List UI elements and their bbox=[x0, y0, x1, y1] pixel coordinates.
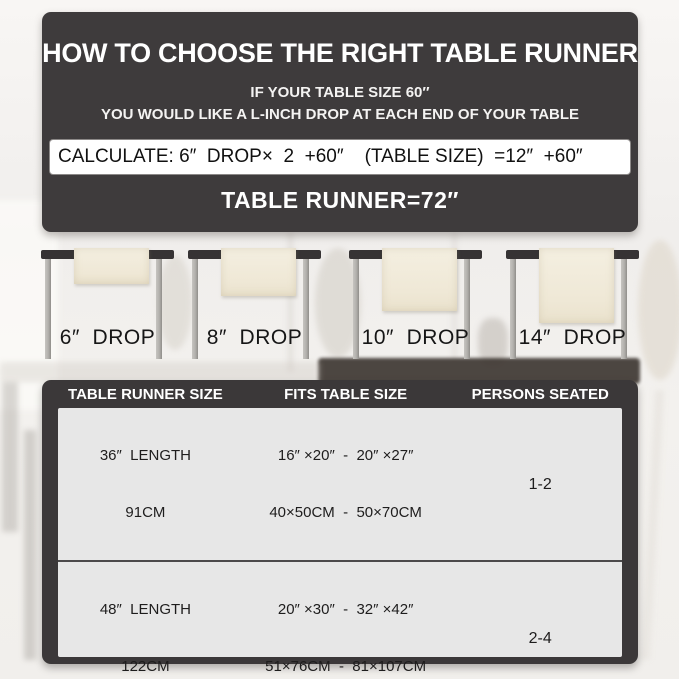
runner-length-cm: 91CM bbox=[125, 504, 166, 521]
persons-seated-cell: 2-4 bbox=[528, 629, 552, 647]
table-leg-icon bbox=[464, 259, 470, 359]
table-leg-icon bbox=[156, 259, 162, 359]
column-header-fits-table-size: FITS TABLE SIZE bbox=[284, 385, 408, 403]
table-row: 36″ LENGTH 91CM 16″ ×20″ - 20″ ×27″ 40×5… bbox=[58, 408, 622, 560]
calculation-bar: CALCULATE: 6″ DROP× 2 +60″ (TABLE SIZE) … bbox=[49, 139, 631, 175]
table-leg-icon bbox=[45, 259, 51, 359]
calculation-result: TABLE RUNNER=72″ bbox=[221, 187, 459, 213]
wood-table-edge bbox=[318, 358, 640, 384]
table-figure: 14″ DROP bbox=[506, 248, 639, 360]
table-figure: 8″ DROP bbox=[188, 248, 321, 360]
plant-silhouette bbox=[158, 255, 192, 350]
page-title: HOW TO CHOOSE THE RIGHT TABLE RUNNER bbox=[42, 38, 638, 68]
runner-length-in: 36″ LENGTH bbox=[99, 447, 191, 464]
drop-label: 8″ DROP bbox=[206, 326, 303, 349]
size-table-header: TABLE RUNNER SIZE FITS TABLE SIZE PERSON… bbox=[58, 380, 622, 408]
column-header-persons-seated: PERSONS SEATED bbox=[471, 385, 609, 403]
subtitle-line-1: IF YOUR TABLE SIZE 60″ bbox=[250, 84, 430, 101]
drop-diagram: 6″ DROP 8″ DROP 10″ DROP 14″ DROP bbox=[0, 248, 679, 360]
plant-silhouette bbox=[638, 240, 679, 380]
fits-size-cell: 20″ ×30″ - 32″ ×42″ 51×76CM - 81×107CM bbox=[233, 562, 459, 679]
fits-in: 16″ ×20″ - 20″ ×27″ bbox=[277, 447, 414, 464]
runner-drape-icon bbox=[74, 248, 149, 284]
runner-length-in: 48″ LENGTH bbox=[99, 601, 191, 618]
table-leg-icon bbox=[510, 259, 516, 359]
window-mullion bbox=[288, 232, 293, 372]
table-row: 48″ LENGTH 122CM 20″ ×30″ - 32″ ×42″ 51×… bbox=[58, 560, 622, 679]
header-card: HOW TO CHOOSE THE RIGHT TABLE RUNNER IF … bbox=[42, 12, 638, 232]
drop-label: 10″ DROP bbox=[361, 326, 470, 349]
runner-drape-icon bbox=[382, 248, 457, 311]
table-leg-icon bbox=[303, 259, 309, 359]
runner-length-cm: 122CM bbox=[121, 658, 170, 675]
wood-table-edge-faint bbox=[0, 362, 320, 382]
size-table-body: 36″ LENGTH 91CM 16″ ×20″ - 20″ ×27″ 40×5… bbox=[58, 408, 622, 675]
drop-label: 6″ DROP bbox=[59, 326, 156, 349]
drop-label: 14″ DROP bbox=[518, 326, 627, 349]
fits-cm: 40×50CM - 50×70CM bbox=[269, 504, 422, 521]
table-leg-icon bbox=[621, 259, 627, 359]
fits-cm: 51×76CM - 81×107CM bbox=[265, 658, 427, 675]
column-header-runner-size: TABLE RUNNER SIZE bbox=[68, 385, 223, 403]
table-figure: 6″ DROP bbox=[41, 248, 174, 360]
runner-drape-icon bbox=[539, 248, 614, 323]
table-leg-icon bbox=[353, 259, 359, 359]
persons-seated-cell: 1-2 bbox=[528, 475, 552, 493]
furniture-silhouette bbox=[2, 382, 18, 532]
subtitle-line-2: YOU WOULD LIKE A L-INCH DROP AT EACH END… bbox=[100, 106, 580, 123]
fits-in: 20″ ×30″ - 32″ ×42″ bbox=[277, 601, 414, 618]
runner-size-cell: 48″ LENGTH 122CM bbox=[58, 562, 233, 679]
runner-drape-icon bbox=[221, 248, 296, 296]
furniture-silhouette bbox=[24, 430, 36, 660]
table-figure: 10″ DROP bbox=[349, 248, 482, 360]
size-table-card: TABLE RUNNER SIZE FITS TABLE SIZE PERSON… bbox=[42, 380, 638, 675]
runner-size-cell: 36″ LENGTH 91CM bbox=[58, 408, 233, 560]
fits-size-cell: 16″ ×20″ - 20″ ×27″ 40×50CM - 50×70CM bbox=[233, 408, 459, 560]
table-leg-icon bbox=[192, 259, 198, 359]
